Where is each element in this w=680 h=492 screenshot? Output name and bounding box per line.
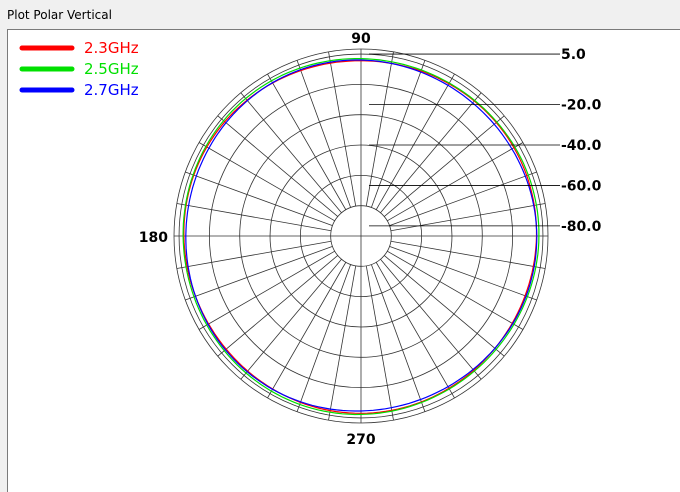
grid-spoke [365,51,394,207]
angle-label-180: 180 [139,230,168,246]
grid-spoke [185,245,333,301]
grid-spoke [389,171,537,227]
grid-spoke [365,265,394,421]
radial-tick-label: -20.0 [561,98,602,114]
radial-tick-label: 5.0 [561,47,586,63]
radial-tick-label: -60.0 [561,178,602,194]
grid-spoke [267,73,347,210]
grid-spoke [370,60,426,208]
plot-panel: 5.0 -20.0 -40.0 -60.0 -80.0 90 180 270 2.3GHz 2.… [7,29,680,492]
grid-spoke [390,240,546,269]
grid-spoke [296,264,352,412]
series-line-2.7GHz [185,59,538,412]
series-line-2.5GHz [182,58,540,416]
grid-spoke [198,250,335,330]
angle-label-90: 90 [351,31,371,47]
grid-spoke [383,255,505,357]
grid-spoke [185,171,333,227]
radial-tick-label: -80.0 [561,219,602,235]
grid-spoke [375,262,455,399]
grid-spoke [267,262,347,399]
legend-label: 2.7GHz [84,81,139,99]
grid-spoke [380,92,482,214]
radial-tick-label: -40.0 [561,138,602,154]
legend: 2.3GHz 2.5GHz 2.7GHz [10,32,162,102]
grid-spoke [198,142,335,222]
grid-spoke [370,264,426,412]
grid-spoke [387,142,524,222]
grid-spoke [389,245,537,301]
polar-grid [173,48,549,424]
series-curves [182,58,540,416]
grid-spoke [217,115,339,217]
grid-spoke [328,265,357,421]
grid-spoke [383,115,505,217]
legend-label: 2.3GHz [84,39,139,57]
grid-spoke [240,258,342,380]
grid-spoke [176,240,332,269]
grid-spoke [217,255,339,357]
grid-spoke [240,92,342,214]
series-line-2.3GHz [183,60,538,414]
grid-spoke [387,250,524,330]
angle-label-270: 270 [346,432,375,448]
grid-spoke [375,73,455,210]
grid-spoke [176,203,332,232]
grid-spoke [296,60,352,208]
grid-spoke [380,258,482,380]
grid-spoke [328,51,357,207]
axis-labels: 5.0 -20.0 -40.0 -60.0 -80.0 90 180 270 [139,31,602,448]
window-title: Plot Polar Vertical [7,8,112,22]
legend-label: 2.5GHz [84,60,139,78]
